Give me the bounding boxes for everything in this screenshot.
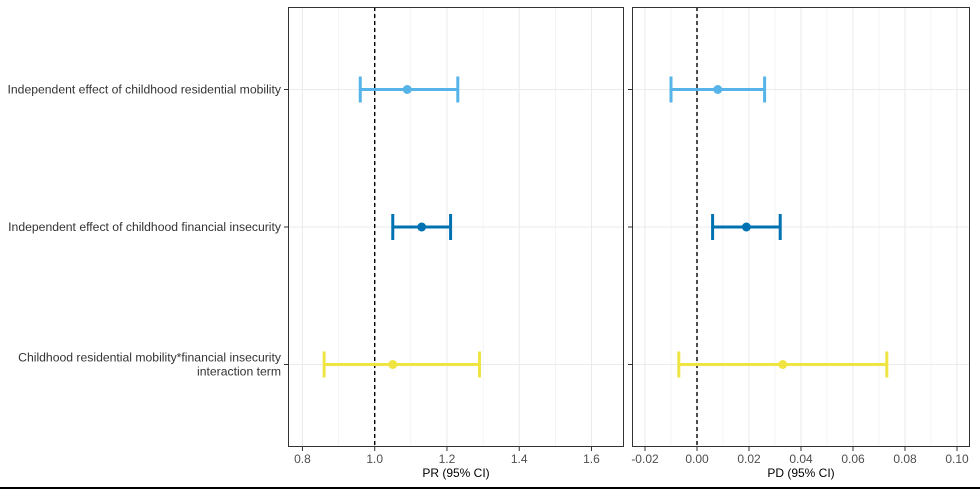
x-tick-label: 1.6 [583,452,600,466]
x-tick-label: 0.08 [893,452,917,466]
x-tick-label: 0.06 [841,452,865,466]
panel-border [632,7,970,447]
point-estimate [778,360,788,369]
x-axis-title: PR (95% CI) [422,466,489,480]
x-tick-label: 0.8 [294,452,311,466]
facet-pr: 0.8 1.0 1.2 1.4 1.6 PR (95% CI) [284,7,624,480]
bottom-border [0,487,980,489]
point-estimate [417,222,427,232]
x-tick-label: 1.2 [439,452,456,466]
point-estimate [741,222,751,232]
x-tick-label: 0.04 [789,452,813,466]
x-axis-title: PD (95% CI) [767,466,834,480]
point-estimate [388,360,398,369]
category-label: interaction term [197,365,281,379]
category-label: Independent effect of childhood resident… [8,83,282,97]
facet-pd: -0.02 0.00 0.02 0.04 0.06 0.08 0.10 PD (95% CI) [628,7,970,480]
error-bar [322,351,481,378]
y-axis-labels: Independent effect of childhood resident… [8,83,282,379]
x-tick-label: 0.00 [685,452,709,466]
x-tick-label: 1.4 [511,452,528,466]
point-estimate [713,85,723,94]
x-tick-label: 1.0 [366,452,383,466]
category-label: Childhood residential mobility*financial… [18,351,282,365]
x-tick-label: -0.02 [631,452,659,466]
x-tick-label: 0.10 [945,452,969,466]
x-tick-label: 0.02 [737,452,761,466]
point-estimate [402,85,412,94]
panel-border [288,7,624,447]
category-label: Independent effect of childhood financia… [8,220,282,234]
